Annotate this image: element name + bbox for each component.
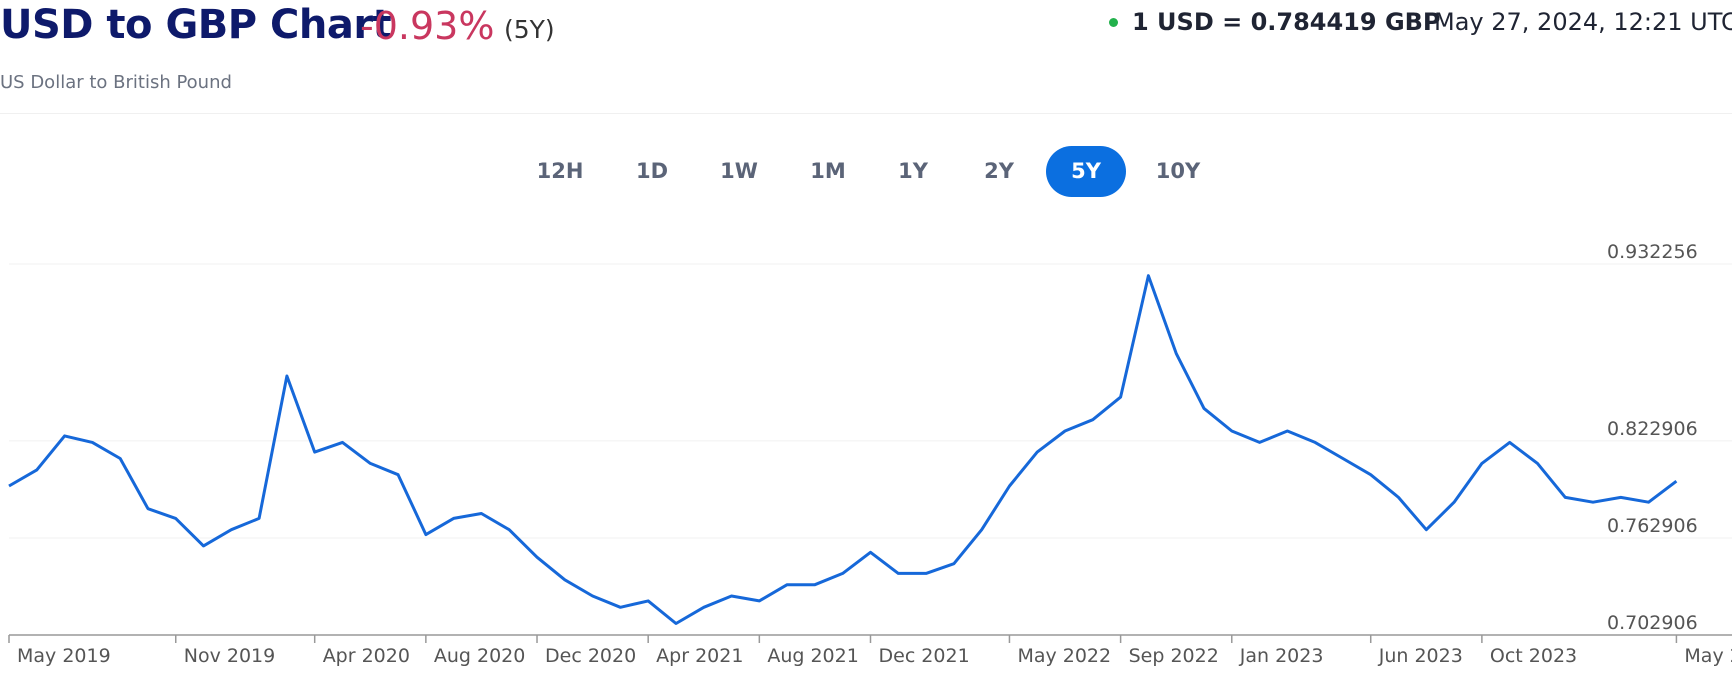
change: -0.93%	[360, 4, 495, 48]
x-tick-label: Oct 2023	[1490, 645, 1577, 667]
y-tick-label: 0.932256	[1607, 241, 1698, 263]
x-tick-label: Dec 2021	[879, 645, 970, 667]
x-tick-label: May 2019	[17, 645, 111, 667]
range-button[interactable]: 2Y	[984, 159, 1014, 183]
range-button[interactable]: 1D	[635, 159, 669, 183]
x-tick-label: May 2022	[1017, 645, 1111, 667]
y-tick-label: 0.702906	[1607, 612, 1698, 634]
x-tick-label: Apr 2021	[656, 645, 743, 667]
live-dot	[1109, 18, 1118, 27]
price-line	[8, 274, 1678, 625]
x-tick-label: Apr 2020	[323, 645, 410, 667]
range-button[interactable]: 12H	[536, 159, 584, 183]
rate: 1 USD = 0.784419 GBP	[1132, 8, 1441, 36]
range-button[interactable]: 1W	[720, 159, 758, 183]
y-tick-label: 0.762906	[1607, 515, 1698, 537]
x-tick-label: Jan 2023	[1239, 645, 1324, 667]
x-tick-label: Aug 2021	[767, 645, 859, 667]
range-button[interactable]: 5Y	[1046, 146, 1126, 197]
range-button[interactable]: 1M	[810, 159, 846, 183]
x-tick-label: Nov 2019	[184, 645, 275, 667]
x-tick-label: May 2024	[1684, 645, 1732, 667]
subtitle: US Dollar to British Pound	[0, 72, 232, 93]
separator	[0, 113, 1732, 114]
y-tick-label: 0.822906	[1607, 418, 1698, 440]
x-tick-label: Sep 2022	[1129, 645, 1219, 667]
range-button[interactable]: 1Y	[898, 159, 928, 183]
range-button[interactable]: 10Y	[1155, 159, 1201, 183]
x-tick-label: Dec 2020	[545, 645, 636, 667]
period: (5Y)	[504, 15, 555, 44]
x-tick-label: Jun 2023	[1378, 645, 1463, 667]
x-tick-label: Aug 2020	[434, 645, 526, 667]
timestamp: May 27, 2024, 12:21 UTC	[1434, 8, 1732, 36]
title: USD to GBP Chart	[0, 2, 392, 48]
